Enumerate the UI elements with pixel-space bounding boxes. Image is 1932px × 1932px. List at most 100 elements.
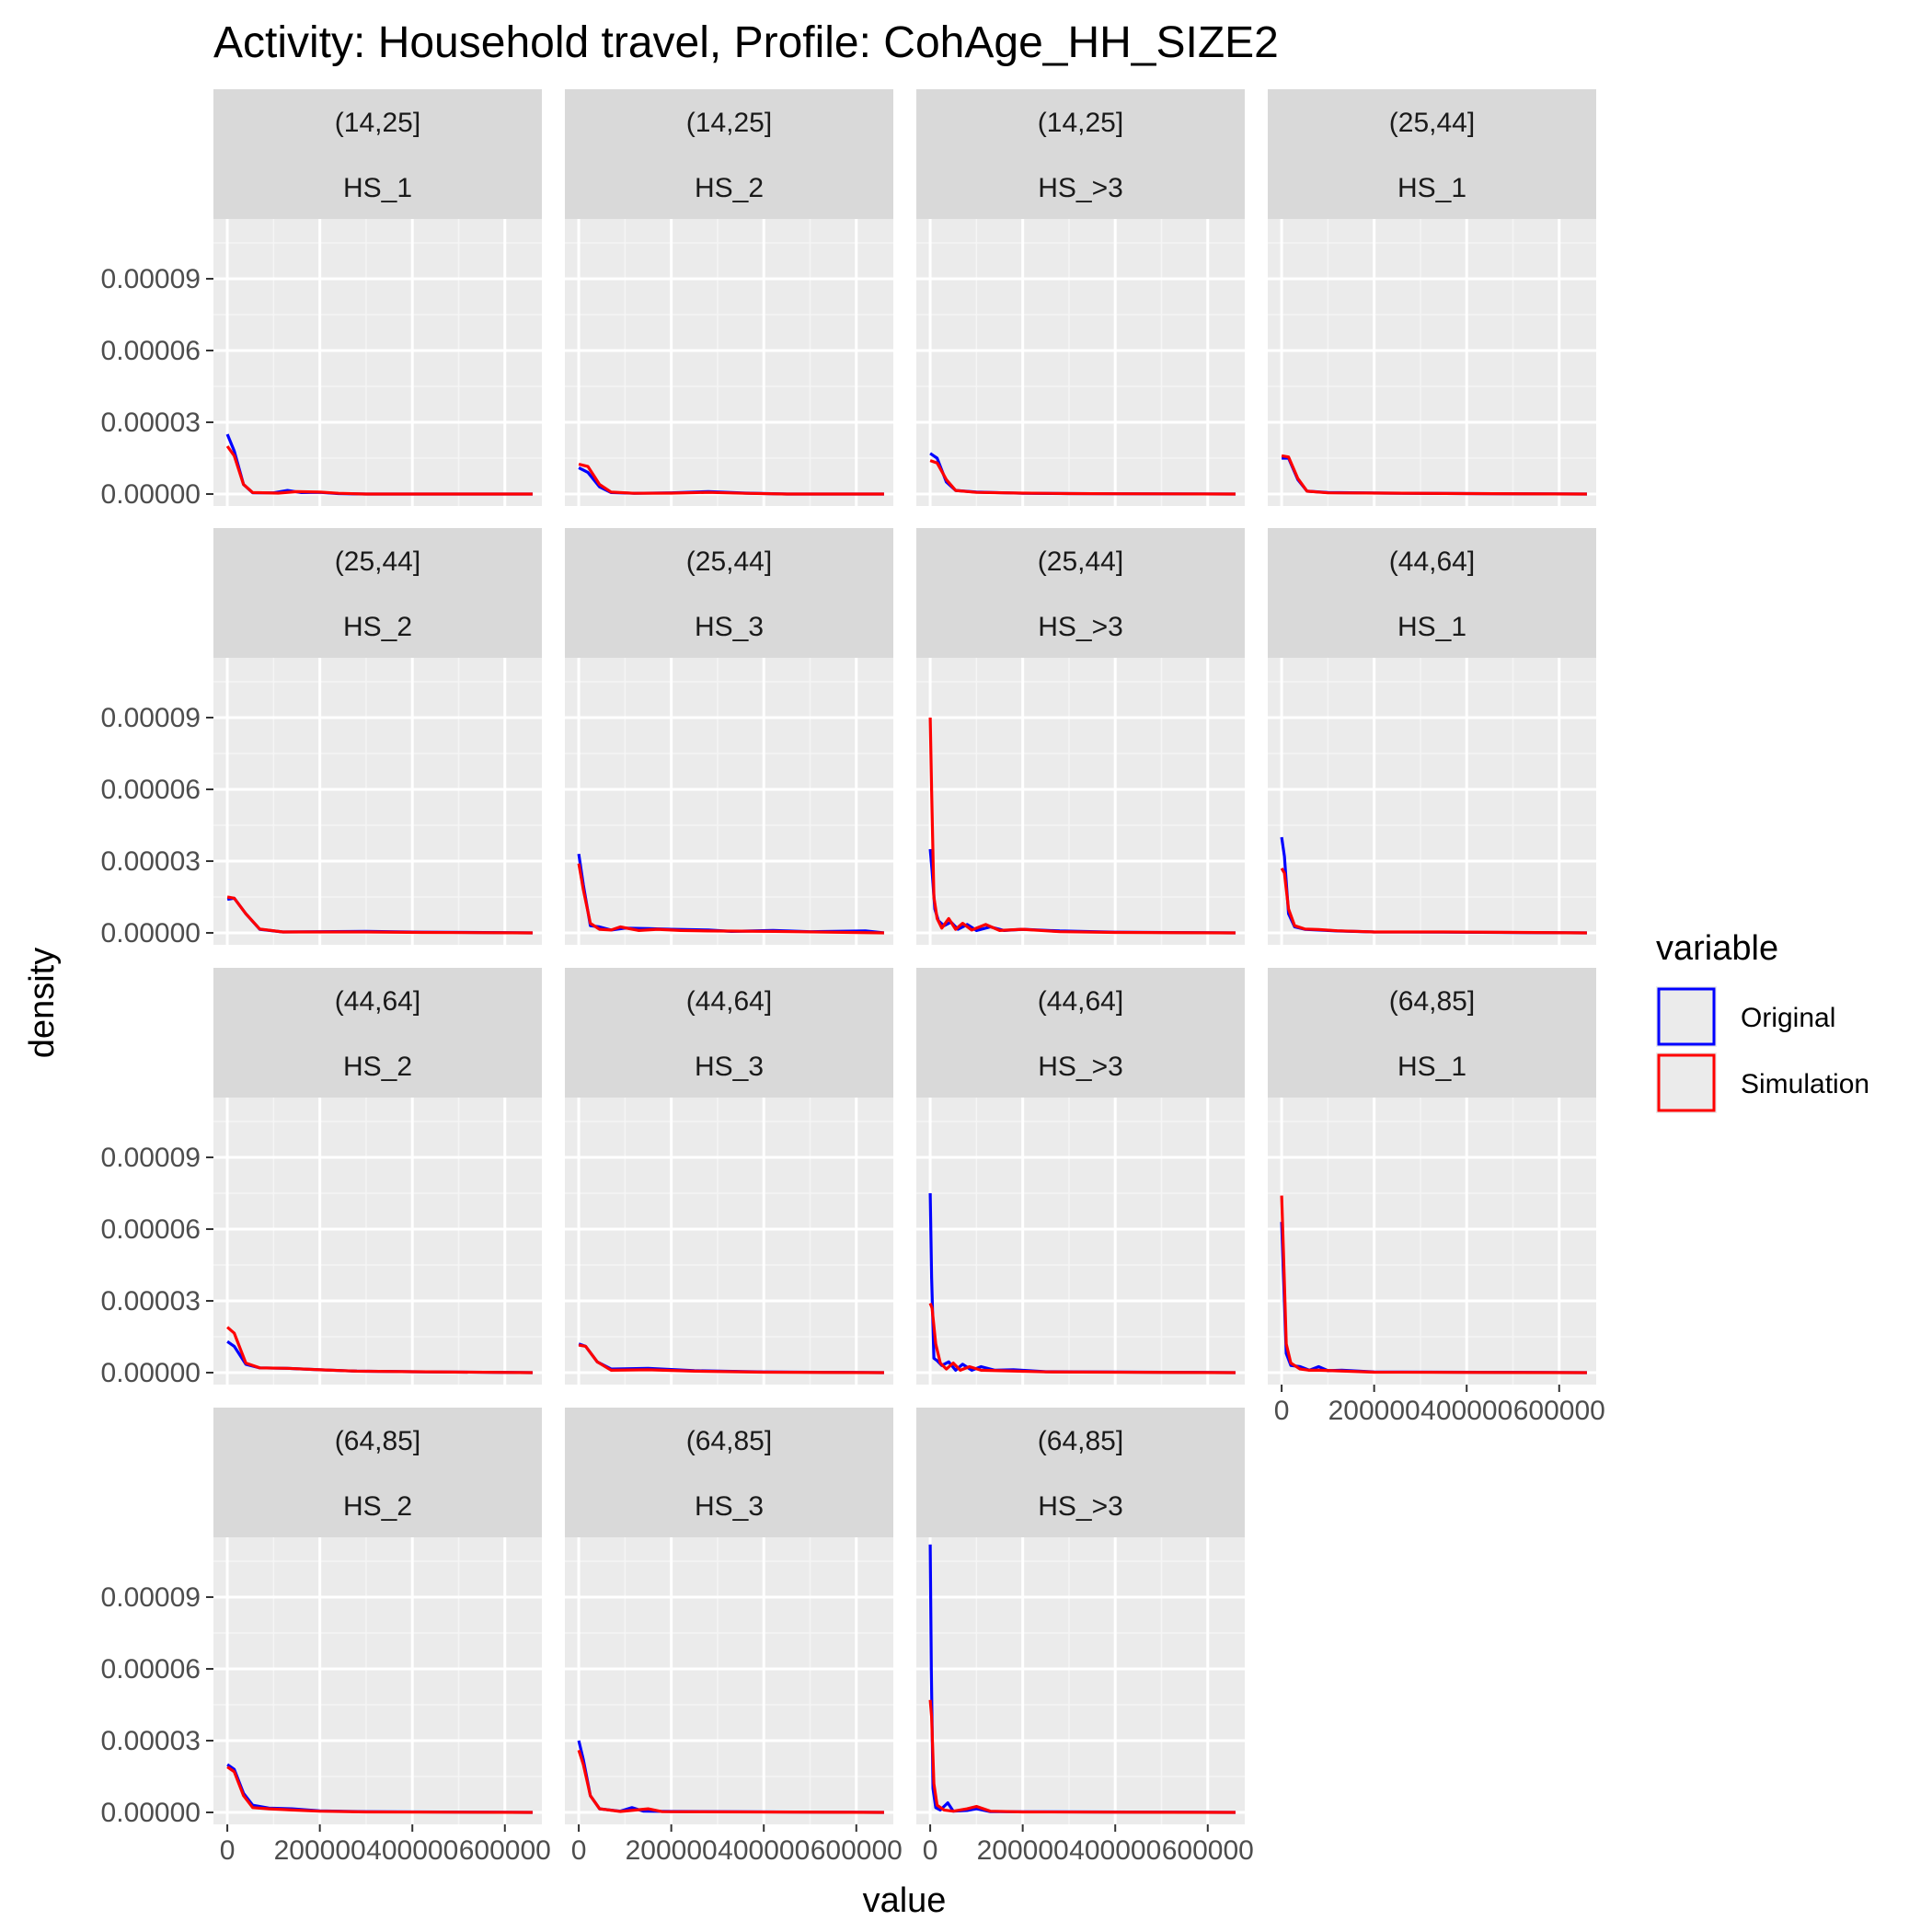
facet-panel: (64,85] HS_>3 0 200000 400000 600000 [916,1408,1254,1866]
panel-background [1268,1098,1596,1385]
facet-size-label: HS_2 [343,612,412,642]
facet-strip [213,968,542,1098]
facet-size-label: HS_1 [1397,1052,1466,1082]
facet-panel: (25,44] HS_2 0.00000 0.00003 0.00006 0.00009 [101,528,542,949]
facet-strip [1268,968,1596,1098]
x-tick-label: 0 [923,1835,938,1866]
facet-age-label: (64,85] [686,1426,772,1456]
panel-background [916,1537,1245,1824]
legend-entry: Simulation [1656,1052,1869,1113]
x-tick-label: 0 [571,1835,587,1866]
series-line-simulation [1280,868,1587,935]
y-tick-label: 0.00006 [101,1214,201,1245]
panel-background [916,658,1245,945]
y-tick-label: 0.00009 [101,1582,201,1613]
x-tick-label: 200000 [274,1835,366,1866]
facet-strip [916,528,1245,658]
series-line-simulation [928,1699,1236,1814]
panel-background [565,1537,893,1824]
series-line-simulation [928,1303,1236,1374]
series-line-simulation [578,1343,884,1374]
panel-background [213,1098,542,1385]
facet-age-label: (64,85] [335,1426,420,1456]
y-tick-label: 0.00003 [101,1286,201,1317]
facet-grid: (14,25] HS_1 0.00000 0.00003 0.00006 0.00009 (… [101,89,1605,1866]
facet-panel: (44,64] HS_>3 [916,968,1245,1385]
facet-age-label: (44,64] [335,986,420,1017]
series-line-simulation [577,863,884,935]
panel-background [1268,658,1596,945]
facet-age-label: (25,44] [1389,108,1475,138]
facet-strip [916,89,1245,219]
legend-key-swatch [1657,1053,1716,1112]
facet-age-label: (44,64] [686,986,772,1017]
x-tick-label: 200000 [977,1835,1069,1866]
y-tick-label: 0.00003 [101,408,201,438]
facet-panel: (25,44] HS_1 [1268,89,1596,506]
x-tick-label: 0 [220,1835,236,1866]
panel-background [565,1098,893,1385]
x-tick-label: 400000 [1069,1835,1161,1866]
facet-strip [916,968,1245,1098]
y-tick-label: 0.00000 [101,1358,201,1388]
panel-background [1268,219,1596,506]
facet-panel: (64,85] HS_3 0 200000 400000 600000 [565,1408,903,1866]
facet-age-label: (25,44] [335,546,420,577]
x-tick-label: 400000 [1420,1396,1512,1426]
panel-background [565,658,893,945]
facet-strip [916,1408,1245,1537]
facet-age-label: (25,44] [1038,546,1123,577]
legend-entry-label: Original [1741,1003,1835,1033]
y-axis-title: density [23,948,62,1058]
series-line-simulation [577,1749,884,1814]
facet-age-label: (44,64] [1038,986,1123,1017]
facet-strip [213,528,542,658]
facet-size-label: HS_1 [1397,173,1466,203]
chart-title: Activity: Household travel, Profile: Coh… [213,18,1279,67]
facet-strip [1268,528,1596,658]
legend: variable Original Simulation [1656,929,1869,1113]
x-tick-label: 600000 [459,1835,551,1866]
series-line-simulation [226,895,533,935]
y-tick-label: 0.00009 [101,1143,201,1173]
facet-strip [565,89,893,219]
series-line-simulation [1281,454,1587,496]
facet-size-label: HS_2 [343,1052,412,1082]
y-tick-label: 0.00009 [101,264,201,294]
series-line-simulation [226,1326,533,1374]
facet-panel: (64,85] HS_2 0.00000 0.00003 0.00006 0.00009 0… [101,1408,551,1866]
facet-size-label: HS_>3 [1038,1052,1123,1082]
panel-background [213,219,542,506]
x-axis-title: value [863,1881,947,1920]
panel-background [565,219,893,506]
facet-strip [213,1408,542,1537]
facet-strip [565,528,893,658]
y-tick-label: 0.00006 [101,775,201,805]
facet-size-label: HS_>3 [1038,1491,1123,1522]
facet-size-label: HS_>3 [1038,173,1123,203]
y-tick-label: 0.00003 [101,1726,201,1756]
facet-age-label: (14,25] [335,108,420,138]
facet-size-label: HS_2 [343,1491,412,1522]
legend-entry: Original [1656,986,1835,1047]
facet-panel: (25,44] HS_>3 [916,528,1245,945]
legend-entry-label: Simulation [1741,1069,1869,1099]
series-line-simulation [928,717,1236,935]
legend-key-background [1656,1052,1717,1113]
facet-strip [1268,89,1596,219]
legend-title: variable [1656,929,1778,968]
series-line-simulation [578,462,884,496]
facet-age-label: (64,85] [1038,1426,1123,1456]
facet-size-label: HS_>3 [1038,612,1123,642]
legend-key-background [1656,986,1717,1047]
facet-size-label: HS_1 [343,173,412,203]
series-line-simulation [225,445,533,496]
y-tick-label: 0.00003 [101,846,201,877]
x-tick-label: 400000 [718,1835,810,1866]
series-line-simulation [1280,1195,1587,1374]
panel-background [213,658,542,945]
facet-panel: (14,25] HS_2 [565,89,893,506]
series-line-simulation [929,459,1236,496]
facet-size-label: HS_2 [695,173,764,203]
